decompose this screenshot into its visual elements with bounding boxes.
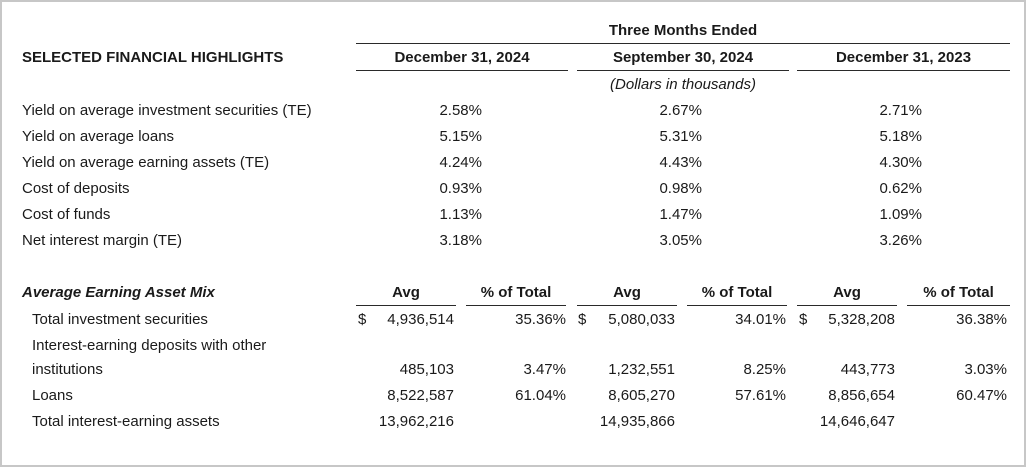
- subheader-rule: [797, 305, 897, 306]
- cell-value: 2.67%: [659, 102, 702, 119]
- cell-value: 8,856,654: [828, 387, 895, 404]
- currency-symbol: $: [578, 311, 587, 328]
- row-label: Total interest-earning assets: [32, 413, 220, 430]
- cell-value: 5.31%: [659, 128, 702, 145]
- subheader-rule: [577, 305, 677, 306]
- subheader-pct: % of Total: [923, 284, 994, 301]
- currency-symbol: $: [358, 311, 367, 328]
- cell-value: 4.43%: [659, 154, 702, 171]
- subheader-pct: % of Total: [701, 284, 773, 301]
- subheader-rule: [687, 305, 787, 306]
- cell-value: 3.18%: [439, 232, 482, 249]
- period-title: Three Months Ended: [608, 22, 758, 39]
- cell-value: 1.09%: [879, 206, 922, 223]
- cell-value: 3.03%: [964, 361, 1007, 378]
- cell-value: 1.47%: [659, 206, 702, 223]
- cell-value: 2.58%: [439, 102, 482, 119]
- cell-value: 8.25%: [743, 361, 786, 378]
- period-rule: [356, 43, 1010, 44]
- cell-value: 36.38%: [956, 311, 1007, 328]
- row-label: Cost of funds: [22, 206, 111, 223]
- cell-value: 0.93%: [439, 180, 482, 197]
- cell-value: 60.47%: [956, 387, 1007, 404]
- cell-value: 13,962,216: [378, 413, 454, 430]
- cell-value: 4.24%: [439, 154, 482, 171]
- cell-value: 14,646,647: [819, 413, 895, 430]
- cell-value: 5.15%: [439, 128, 482, 145]
- cell-value: 443,773: [840, 361, 895, 378]
- subheader-avg: Avg: [833, 284, 861, 301]
- row-label: Cost of deposits: [22, 180, 130, 197]
- subheader-rule: [356, 305, 456, 306]
- cell-value: 3.05%: [659, 232, 702, 249]
- cell-value: 485,103: [399, 361, 454, 378]
- row-label-continued: institutions: [32, 361, 103, 378]
- units-note: (Dollars in thousands): [610, 76, 756, 93]
- row-label: Net interest margin (TE): [22, 232, 183, 249]
- cell-value: 3.47%: [523, 361, 566, 378]
- column-header-dec-2023: December 31, 2023: [835, 49, 972, 66]
- subheader-avg: Avg: [613, 284, 641, 301]
- subheader-avg: Avg: [392, 284, 420, 301]
- cell-value: 4.30%: [879, 154, 922, 171]
- cell-value: 14,935,866: [599, 413, 675, 430]
- column-rule: [356, 70, 568, 71]
- mix-title: Average Earning Asset Mix: [22, 284, 215, 301]
- subheader-rule: [907, 305, 1010, 306]
- row-label: Yield on average loans: [22, 128, 175, 145]
- cell-value: 0.62%: [879, 180, 922, 197]
- row-label: Total investment securities: [32, 311, 208, 328]
- column-rule: [797, 70, 1010, 71]
- currency-symbol: $: [799, 311, 808, 328]
- cell-value: 5,080,033: [608, 311, 675, 328]
- row-label: Yield on average investment securities (…: [22, 102, 312, 119]
- cell-value: 8,605,270: [608, 387, 675, 404]
- subheader-pct: % of Total: [480, 284, 552, 301]
- column-header-dec-2024: December 31, 2024: [394, 49, 530, 66]
- cell-value: 35.36%: [515, 311, 566, 328]
- row-label: Yield on average earning assets (TE): [22, 154, 270, 171]
- cell-value: 5,328,208: [828, 311, 895, 328]
- row-label: Loans: [32, 387, 73, 404]
- subheader-rule: [466, 305, 566, 306]
- cell-value: 2.71%: [879, 102, 922, 119]
- cell-value: 0.98%: [659, 180, 702, 197]
- cell-value: 5.18%: [879, 128, 922, 145]
- cell-value: 57.61%: [735, 387, 786, 404]
- cell-value: 1.13%: [439, 206, 482, 223]
- column-header-sep-2024: September 30, 2024: [612, 49, 754, 66]
- row-label: Interest-earning deposits with other: [32, 337, 267, 354]
- cell-value: 61.04%: [515, 387, 566, 404]
- cell-value: 34.01%: [735, 311, 786, 328]
- column-rule: [577, 70, 789, 71]
- cell-value: 1,232,551: [608, 361, 675, 378]
- section-title: SELECTED FINANCIAL HIGHLIGHTS: [22, 49, 284, 66]
- cell-value: 3.26%: [879, 232, 922, 249]
- cell-value: 8,522,587: [387, 387, 454, 404]
- cell-value: 4,936,514: [387, 311, 454, 328]
